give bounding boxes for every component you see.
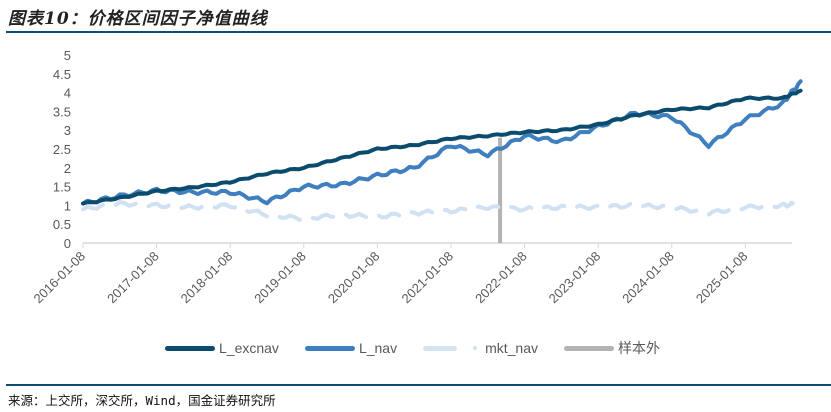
- y-tick-label: 3.5: [53, 104, 71, 119]
- x-tick-label: 2016-01-08: [30, 249, 88, 307]
- series-line-mkt-nav: [81, 199, 803, 222]
- y-tick-label: 1: [64, 198, 71, 213]
- legend-dot: [473, 346, 478, 350]
- y-tick-label: 0.5: [53, 217, 71, 232]
- footer-divider: [6, 384, 831, 386]
- y-tick-label: 1.5: [53, 180, 71, 195]
- x-tick-label: 2024-01-08: [619, 249, 677, 307]
- x-tick-label: 2020-01-08: [325, 249, 383, 307]
- x-tick-label: 2023-01-08: [546, 249, 604, 307]
- y-axis-ticks: 0 0.5 1 1.5 2 2.5 3 3.5 4 4.5 5: [53, 48, 71, 251]
- legend-swatch: [304, 345, 355, 351]
- chart-legend: L_excnav L_nav mkt_nav 样本外: [165, 338, 686, 358]
- chart-title: 图表10：价格区间因子净值曲线: [8, 9, 268, 29]
- y-tick-label: 5: [64, 48, 71, 63]
- line-chart: 0 0.5 1 1.5 2 2.5 3 3.5 4 4.5 5 2016-01-08 2017-01-…: [30, 48, 803, 307]
- x-tick-label: 2022-01-08: [472, 249, 530, 307]
- y-tick-label: 2: [64, 161, 71, 176]
- legend-label: mkt_nav: [485, 340, 539, 356]
- x-tick-label: 2018-01-08: [178, 249, 236, 307]
- legend-label: L_excnav: [219, 340, 279, 356]
- x-axis: 2016-01-08 2017-01-08 2018-01-08 2019-01-08…: [30, 242, 792, 307]
- chart-series: [81, 79, 803, 243]
- x-tick-label: 2017-01-08: [104, 249, 162, 307]
- y-tick-label: 4: [64, 86, 71, 101]
- y-tick-label: 4.5: [53, 67, 71, 82]
- legend-swatch: [165, 345, 215, 351]
- y-tick-label: 3: [64, 123, 71, 138]
- legend-item-l-excnav: L_excnav: [165, 340, 279, 356]
- legend-label: 样本外: [618, 340, 661, 356]
- legend-item-l-nav: L_nav: [304, 340, 398, 356]
- y-tick-label: 2.5: [53, 142, 71, 157]
- x-tick-label: 2025-01-08: [693, 249, 751, 307]
- legend-swatch: [423, 345, 458, 351]
- title-divider: [6, 31, 831, 33]
- y-tick-label: 0: [64, 236, 71, 251]
- legend-item-out-of-sample: 样本外: [564, 338, 660, 358]
- series-line-l-excnav: [81, 88, 803, 206]
- x-tick-label: 2021-01-08: [398, 249, 456, 307]
- legend-swatch: [564, 345, 615, 351]
- x-tick-label: 2019-01-08: [251, 249, 309, 307]
- legend-item-mkt-nav: mkt_nav: [423, 340, 538, 356]
- legend-label: L_nav: [358, 340, 398, 356]
- series-line-l-nav: [81, 79, 803, 206]
- source-note: 来源：上交所，深交所，Wind，国金证券研究所: [8, 393, 276, 408]
